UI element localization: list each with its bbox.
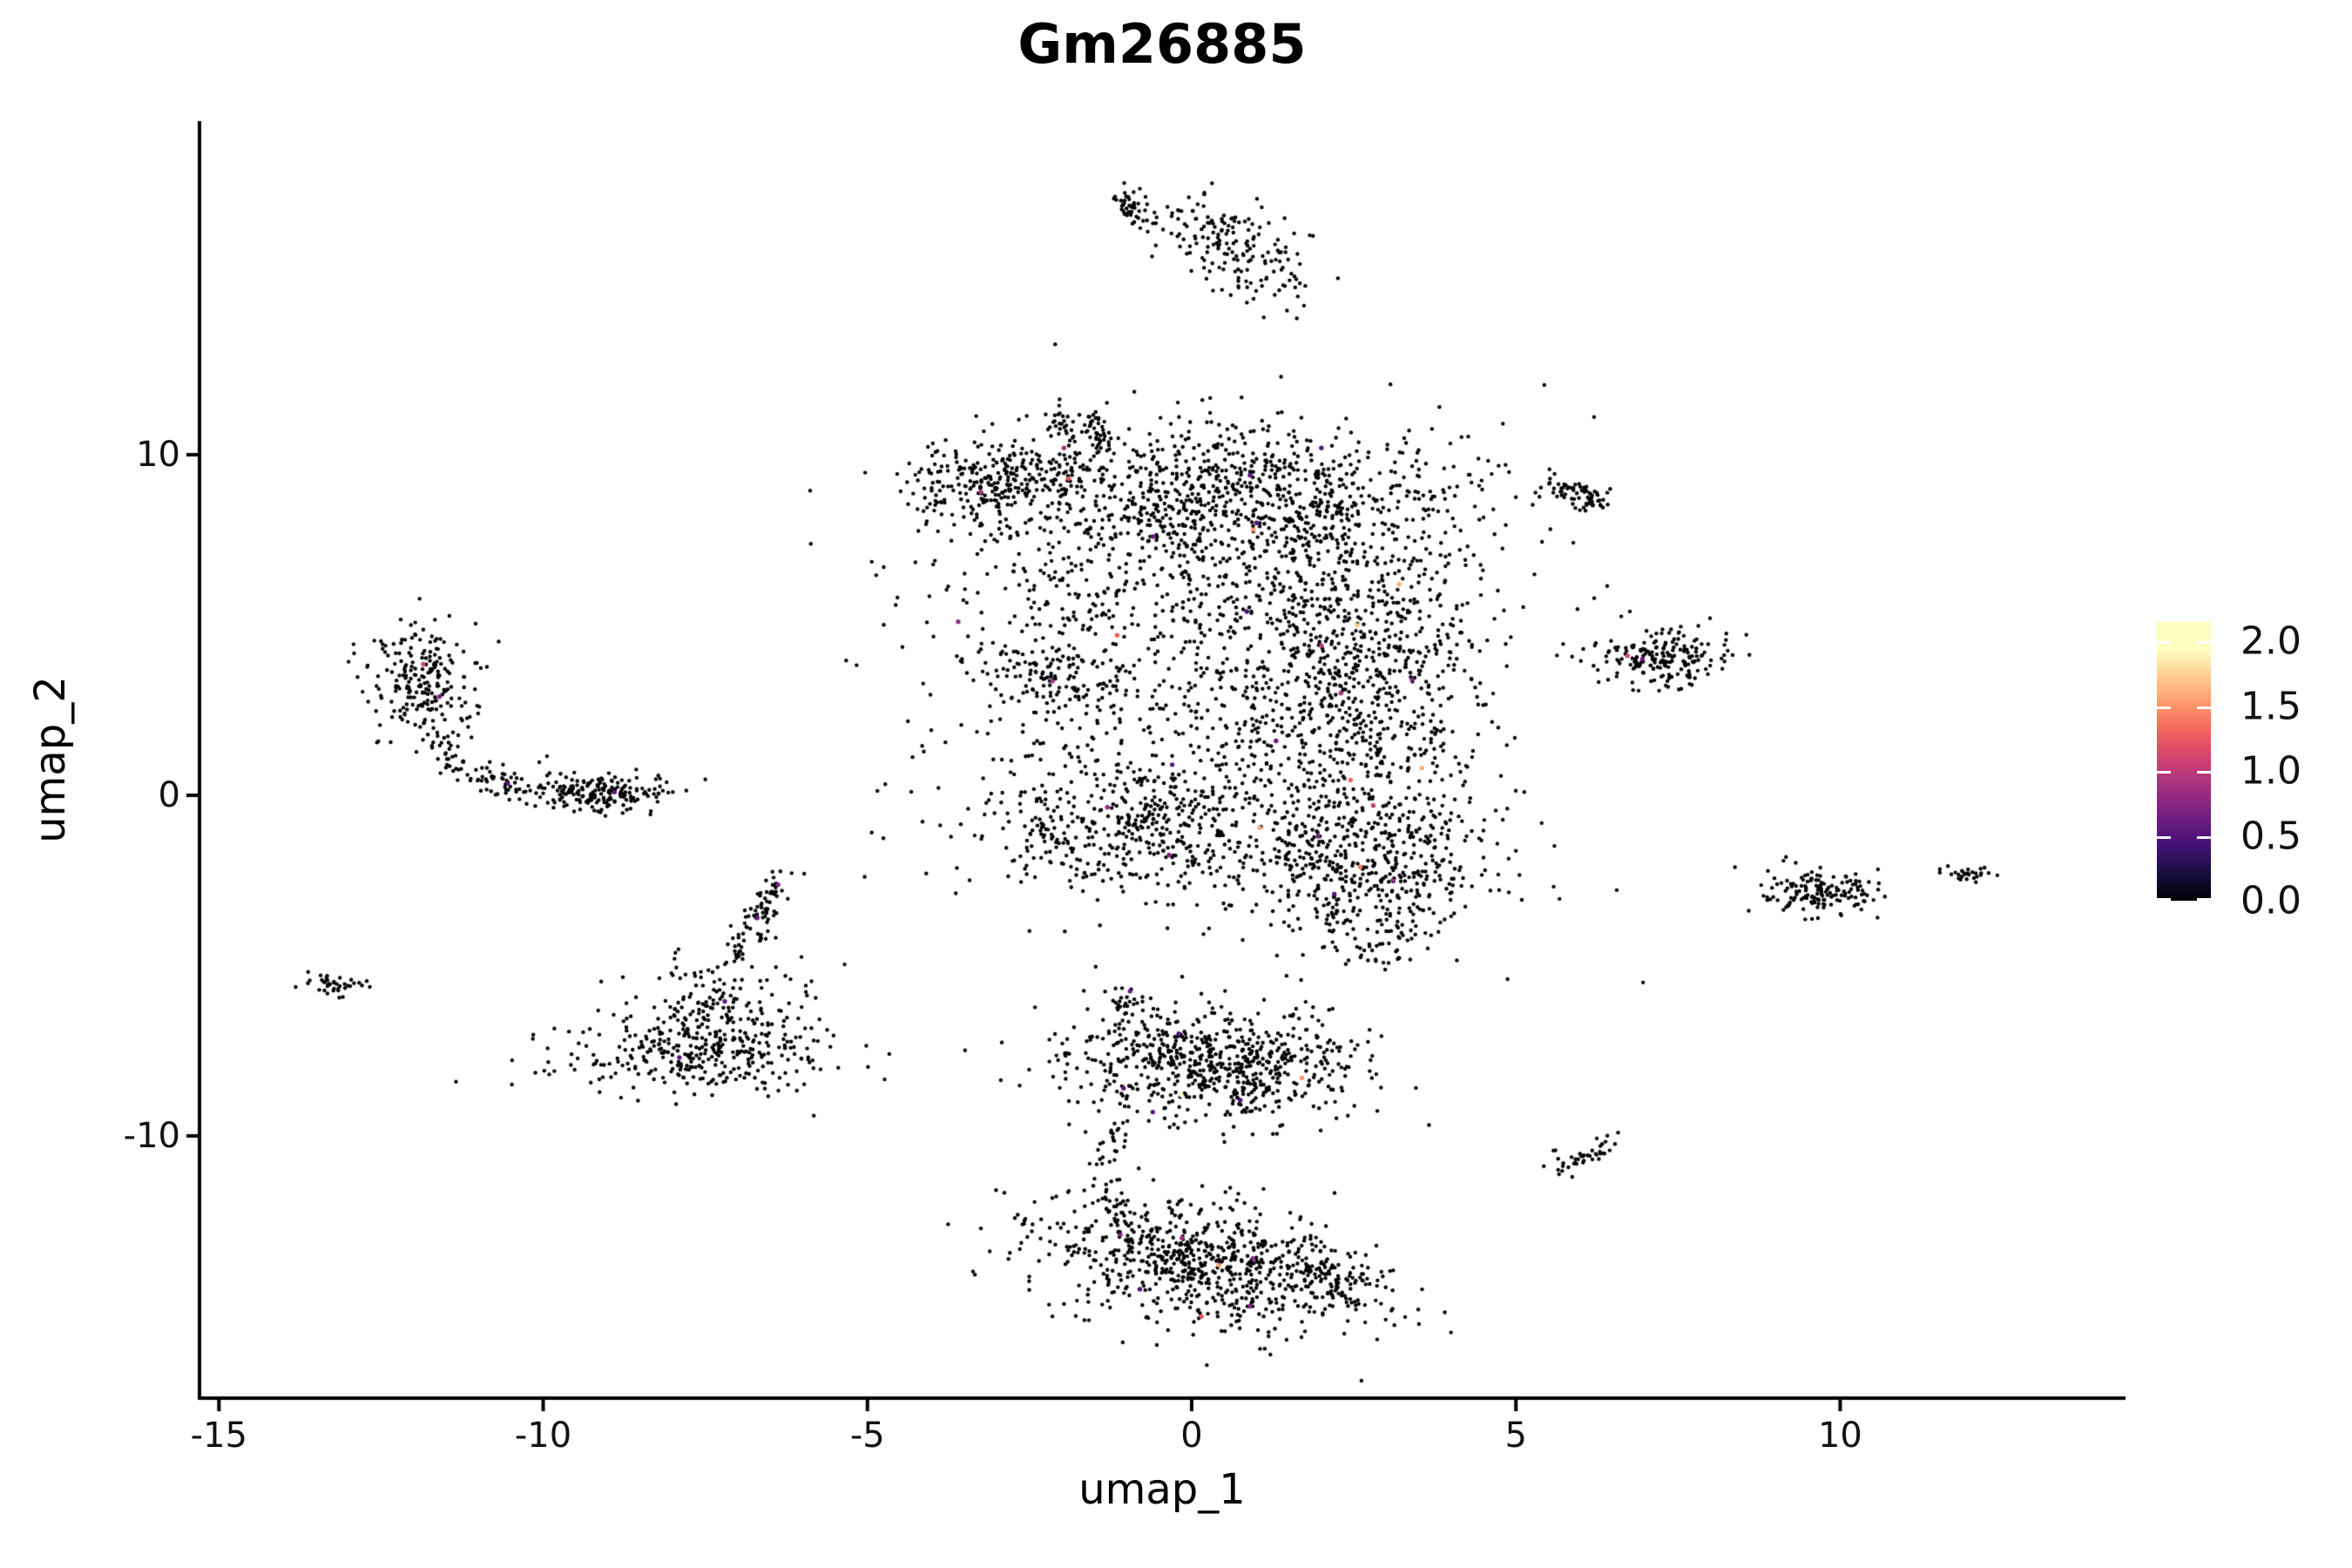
y-tick-label: 10 xyxy=(136,435,180,476)
x-tick-label: -15 xyxy=(190,1416,247,1456)
colorbar-tick xyxy=(2157,898,2171,901)
colorbar-tick xyxy=(2197,835,2211,839)
y-tick-label: 0 xyxy=(158,775,180,816)
y-tick-label: -10 xyxy=(123,1115,180,1156)
x-tick-label: 5 xyxy=(1504,1416,1527,1456)
colorbar-tick xyxy=(2197,641,2211,645)
colorbar-tick xyxy=(2197,898,2211,901)
x-tick-label: -10 xyxy=(514,1416,572,1456)
colorbar-tick xyxy=(2197,771,2211,774)
x-tick-label: 0 xyxy=(1180,1416,1203,1456)
colorbar-tick xyxy=(2157,641,2171,645)
legend-tick-label: 0.5 xyxy=(2240,814,2301,859)
x-axis-label: umap_1 xyxy=(1078,1465,1246,1514)
colorbar-tick xyxy=(2157,771,2171,774)
colorbar-gradient xyxy=(2157,622,2211,901)
legend-tick-label: 2.0 xyxy=(2240,618,2301,664)
legend-tick-label: 0.0 xyxy=(2240,878,2301,923)
legend-tick-label: 1.5 xyxy=(2240,684,2301,729)
x-tick-label: -5 xyxy=(849,1416,885,1456)
y-axis-label: umap_2 xyxy=(26,676,75,843)
colorbar-tick xyxy=(2197,706,2211,709)
colorbar-tick xyxy=(2157,706,2171,709)
x-tick-label: 10 xyxy=(1817,1416,1862,1456)
legend-tick-label: 1.0 xyxy=(2240,748,2301,794)
plot-title: Gm26885 xyxy=(1017,12,1307,76)
colorbar-tick xyxy=(2157,835,2171,839)
